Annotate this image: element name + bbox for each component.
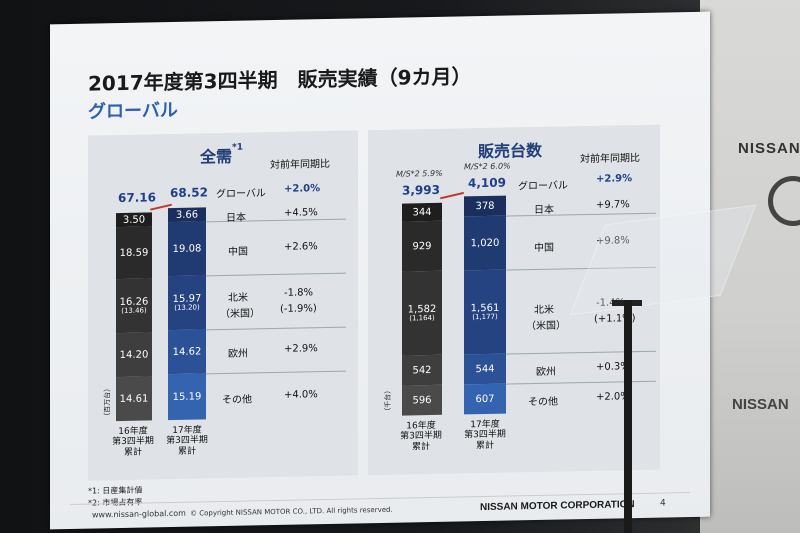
sales-fy17-xlabel: 17年度 第3四半期 累計 xyxy=(464,419,506,451)
demand-row-europe-change: +2.9% xyxy=(284,343,318,355)
demand-fy17-europe: 14.62 xyxy=(168,329,206,375)
demand-unit-label: （百万台） xyxy=(103,384,112,420)
sales-row-china-label: 中国 xyxy=(534,242,554,255)
demand-fy17-bar: 3.66 19.08 15.97 (13.20) 14.62 15.19 xyxy=(168,207,206,421)
demand-fy17-xlabel: 17年度 第3四半期 累計 xyxy=(166,425,208,457)
sales-fy17-europe: 544 xyxy=(464,353,506,385)
demand-panel: 全需*1 対前年同期比 67.16 68.52 グローバル +2.0% 3.50… xyxy=(88,130,358,481)
demand-row-us-label: （米国） xyxy=(220,308,260,321)
slide-title: 2017年度第3四半期 販売実績（9カ月） xyxy=(88,64,472,96)
nissan-emblem-icon xyxy=(768,176,800,226)
demand-fy16-japan: 3.50 xyxy=(116,212,152,228)
demand-fy16-xlabel: 16年度 第3四半期 累計 xyxy=(112,426,154,458)
demand-fy17-other: 15.19 xyxy=(168,373,206,421)
demand-fy16-europe: 14.20 xyxy=(116,332,152,378)
sales-row-na-label: 北米 xyxy=(534,304,554,317)
demand-fy16-total: 67.16 xyxy=(118,190,156,206)
demand-row-japan-change: +4.5% xyxy=(284,207,318,219)
demand-row-other-change: +4.0% xyxy=(284,389,318,401)
sales-row-other-label: その他 xyxy=(528,396,558,409)
sales-fy16-ms: M/S*2 5.9% xyxy=(396,168,443,179)
nissan-logo-text-2: NISSAN xyxy=(732,396,789,413)
sales-fy16-china: 929 xyxy=(402,220,442,272)
sales-row-europe-label: 欧州 xyxy=(536,366,556,379)
sales-global-change: +2.9% xyxy=(596,173,633,185)
demand-row-other-label: その他 xyxy=(222,394,252,407)
sales-header: 対前年同期比 xyxy=(580,153,640,166)
sales-fy16-japan: 344 xyxy=(402,202,442,222)
demand-row-na-label: 北米 xyxy=(228,292,248,304)
demand-fy16-na: 16.26 (13.46) xyxy=(116,278,152,334)
sales-fy17-total: 4,109 xyxy=(468,175,506,191)
demand-header: 対前年同期比 xyxy=(270,158,330,172)
page-number: 4 xyxy=(660,498,666,509)
nissan-logo-text: NISSAN xyxy=(738,140,800,157)
demand-fy17-japan: 3.66 xyxy=(168,207,206,223)
demand-row-china-label: 中国 xyxy=(228,246,248,258)
demand-fy17-total: 68.52 xyxy=(170,185,208,201)
teleprompter-pole xyxy=(624,300,632,533)
sales-fy16-europe: 542 xyxy=(402,354,442,386)
sales-fy17-other: 607 xyxy=(464,383,506,415)
demand-row-europe-label: 欧州 xyxy=(228,348,248,360)
sales-unit-label: （千台） xyxy=(384,386,392,415)
demand-fy16-other: 14.61 xyxy=(116,376,152,422)
sales-fy16-bar: 344 929 1,582 (1,164) 542 596 xyxy=(402,202,442,416)
sales-fy17-japan: 378 xyxy=(464,195,506,217)
footer-url: www.nissan-global.com xyxy=(92,508,186,520)
sales-fy16-na: 1,582 (1,164) xyxy=(402,270,442,356)
demand-fy16-bar: 3.50 18.59 16.26 (13.46) 14.20 14.61 xyxy=(116,212,152,422)
sales-panel-title: 販売台数 xyxy=(478,140,543,162)
demand-row-china-change: +2.6% xyxy=(284,241,318,253)
demand-global-change: +2.0% xyxy=(284,183,321,195)
sales-fy16-total: 3,993 xyxy=(402,182,440,198)
demand-global-label: グローバル xyxy=(216,188,266,201)
demand-row-us-change: (-1.9%) xyxy=(280,303,317,315)
footer-copyright: © Copyright NISSAN MOTOR CO., LTD. All r… xyxy=(190,505,393,518)
footnote-1: *1: 日産集計値 xyxy=(88,485,143,496)
demand-row-na-change: -1.8% xyxy=(284,287,314,299)
sales-fy17-bar: 378 1,020 1,561 (1,177) 544 607 xyxy=(464,195,506,415)
sales-fy17-na: 1,561 (1,177) xyxy=(464,269,506,355)
demand-fy17-na: 15.97 (13.20) xyxy=(168,275,206,331)
sales-growth-arrow-icon xyxy=(440,191,464,200)
demand-row-japan-label: 日本 xyxy=(226,212,246,224)
sales-fy17-ms: M/S*2 6.0% xyxy=(464,161,511,172)
sales-global-label: グローバル xyxy=(518,180,568,193)
sales-fy16-xlabel: 16年度 第3四半期 累計 xyxy=(400,420,442,453)
sales-fy17-china: 1,020 xyxy=(464,215,506,271)
footer-corporation: NISSAN MOTOR CORPORATION xyxy=(480,499,635,514)
sales-row-us-label: （米国） xyxy=(526,320,566,333)
sales-fy16-other: 596 xyxy=(402,384,442,416)
demand-fy17-china: 19.08 xyxy=(168,221,206,277)
slide-subtitle: グローバル xyxy=(88,99,178,123)
stage-backdrop: NISSAN NISSAN xyxy=(700,0,800,533)
sales-row-japan-change: +9.7% xyxy=(596,199,630,211)
demand-panel-title: 全需*1 xyxy=(200,142,243,167)
demand-fy16-china: 18.59 xyxy=(116,226,152,280)
